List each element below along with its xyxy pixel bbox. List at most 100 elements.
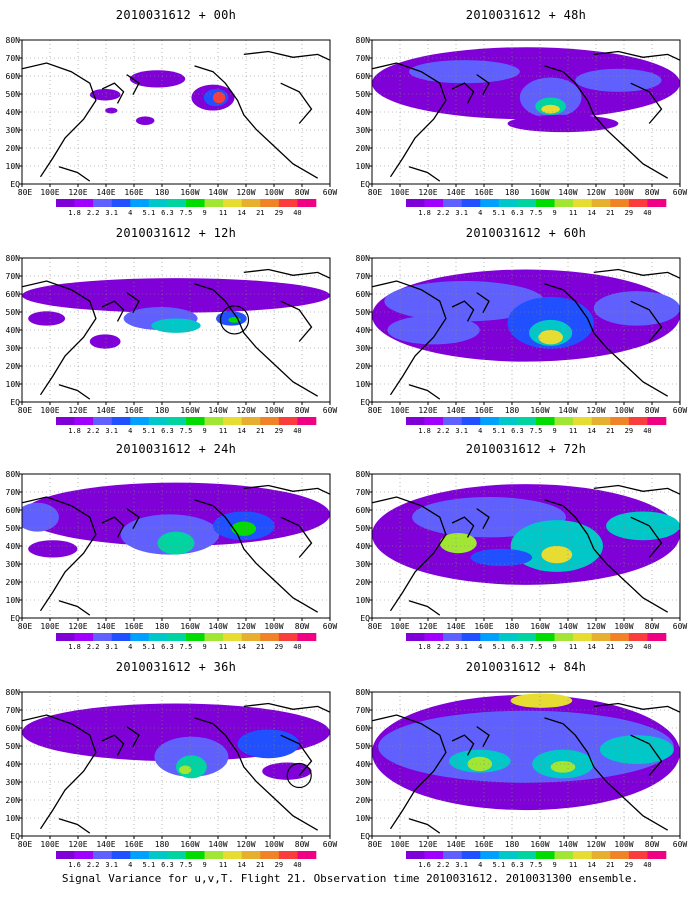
- x-tick-label: 140E: [446, 622, 466, 631]
- variance-contour: [541, 546, 573, 564]
- coastline: [476, 74, 490, 96]
- colorbar-label: 29: [624, 861, 634, 869]
- x-tick-label: 140E: [446, 406, 466, 415]
- y-tick-label: 40N: [355, 760, 370, 769]
- colorbar-label: 40: [293, 861, 302, 869]
- colorbar-label: 2.2: [436, 209, 450, 217]
- colorbar-label: 29: [274, 209, 284, 217]
- colorbar-label: 9: [552, 209, 557, 217]
- coastline: [544, 65, 669, 179]
- colorbar-label: 4: [478, 209, 483, 217]
- colorbar-label: 1.6: [68, 861, 81, 869]
- variance-contour: [151, 318, 201, 333]
- panel-title: 2010031612 + 36h: [115, 660, 237, 674]
- y-tick-label: 20N: [5, 362, 20, 371]
- colorbar-label: 4: [128, 209, 133, 217]
- colorbar-label: 14: [237, 643, 246, 651]
- y-tick-label: 70N: [355, 488, 370, 497]
- x-tick-label: 180: [154, 406, 170, 415]
- colorbar-segment: [498, 417, 518, 425]
- colorbar-label: 11: [218, 427, 228, 435]
- variance-contour: [231, 521, 257, 536]
- colorbar-label: 14: [587, 209, 596, 217]
- y-tick-label: 40N: [5, 108, 20, 117]
- colorbar-label: 4: [128, 861, 133, 869]
- y-tick-label: 20N: [355, 796, 370, 805]
- x-tick-label: 80W: [294, 840, 310, 849]
- map-panel: [369, 473, 681, 641]
- colorbar-label: 14: [237, 861, 246, 869]
- coastline: [451, 516, 475, 538]
- y-tick-label: 10N: [355, 814, 370, 823]
- colorbar-label: 7.5: [529, 643, 543, 651]
- colorbar-label: 7.5: [529, 209, 543, 217]
- coastline: [408, 384, 441, 400]
- coastline: [194, 499, 319, 613]
- x-tick-label: 160E: [124, 622, 144, 631]
- x-tick-label: 100W: [264, 188, 284, 197]
- colorbar-segment: [517, 633, 537, 641]
- panel-title: 2010031612 + 24h: [115, 442, 237, 456]
- colorbar-segment: [130, 633, 150, 641]
- y-tick-label: 60N: [5, 290, 20, 299]
- colorbar-label: 29: [274, 643, 284, 651]
- colorbar-segment: [223, 633, 243, 641]
- coastline: [280, 82, 313, 124]
- x-tick-label: 160W: [530, 406, 550, 415]
- colorbar-segment: [647, 851, 667, 859]
- colorbar-label: 5.1: [492, 209, 506, 217]
- colorbar-segment: [424, 199, 444, 207]
- variance-contour: [212, 91, 226, 104]
- x-tick-label: 120E: [68, 840, 88, 849]
- variance-contour: [129, 70, 186, 88]
- y-tick-label: 80N: [355, 470, 370, 479]
- x-tick-label: 120E: [418, 188, 438, 197]
- colorbar-label: 4: [478, 643, 483, 651]
- variance-contour: [510, 693, 573, 708]
- colorbar-segment: [186, 851, 205, 859]
- colorbar-label: 11: [568, 861, 578, 869]
- panel-title: 2010031612 + 00h: [115, 8, 237, 22]
- coastline: [451, 734, 475, 756]
- x-tick-label: 140W: [558, 406, 578, 415]
- map-panel: [19, 473, 331, 641]
- colorbar-label: 21: [606, 643, 615, 651]
- colorbar-segment: [554, 417, 574, 425]
- colorbar-segment: [93, 417, 113, 425]
- y-tick-label: 20N: [5, 796, 20, 805]
- colorbar-label: 7.5: [179, 209, 193, 217]
- colorbar-segment: [111, 417, 131, 425]
- colorbar-segment: [628, 417, 648, 425]
- y-tick-label: 10N: [5, 380, 20, 389]
- colorbar-segment: [647, 633, 667, 641]
- coastline: [101, 516, 125, 538]
- coastline: [372, 280, 447, 396]
- colorbar-label: 6.3: [511, 427, 524, 435]
- colorbar-segment: [130, 199, 150, 207]
- variance-field: [372, 40, 680, 184]
- variance-field: [372, 474, 680, 618]
- x-tick-label: 140W: [208, 406, 228, 415]
- variance-contour: [550, 761, 576, 773]
- y-tick-label: 50N: [355, 742, 370, 751]
- colorbar-label: 1.8: [68, 209, 81, 217]
- y-tick-label: 70N: [5, 54, 20, 63]
- variance-contour: [593, 291, 680, 326]
- colorbar-label: 21: [606, 427, 615, 435]
- colorbar-segment: [610, 417, 630, 425]
- colorbar-label: 29: [624, 643, 634, 651]
- coastline: [126, 74, 140, 96]
- colorbar-label: 1.8: [418, 209, 431, 217]
- coastline: [544, 499, 669, 613]
- colorbar-segment: [130, 851, 150, 859]
- x-tick-label: 140E: [446, 188, 466, 197]
- coastline: [544, 283, 669, 397]
- colorbar-label: 40: [293, 209, 302, 217]
- colorbar-label: 7.5: [179, 427, 193, 435]
- y-tick-label: EQ: [360, 614, 370, 623]
- coastline: [544, 717, 669, 831]
- colorbar-segment: [93, 633, 113, 641]
- panel-title: 2010031612 + 48h: [465, 8, 587, 22]
- colorbar-label: 3.1: [105, 209, 119, 217]
